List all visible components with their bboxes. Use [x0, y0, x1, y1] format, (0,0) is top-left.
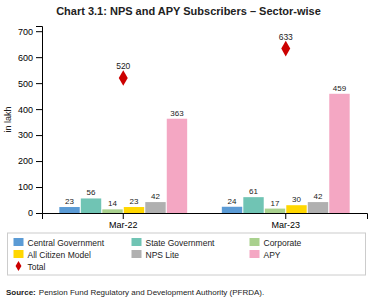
legend-item: Corporate: [250, 238, 302, 248]
legend-swatch: [132, 238, 142, 246]
tick-mark: [36, 135, 42, 136]
tick-label: 700: [18, 27, 33, 37]
data-label: 23: [130, 197, 139, 206]
tick: 0: [28, 208, 42, 218]
chart: Chart 3.1: NPS and APY Subscribers – Sec…: [0, 0, 377, 301]
legend-item: Central Government: [14, 238, 105, 248]
legend-item: Total: [16, 261, 46, 272]
bar: [102, 209, 122, 213]
tick-label: 300: [18, 130, 33, 140]
legend-swatch: [14, 250, 24, 258]
source: Source:Pension Fund Regulatory and Devel…: [6, 288, 264, 297]
data-label: 363: [170, 109, 184, 118]
data-label: 520: [116, 61, 130, 71]
y-axis: 0 100 200 300 400 500 600 700: [18, 27, 43, 219]
data-label: 30: [292, 195, 301, 204]
bar: [308, 202, 328, 213]
data-label: 17: [271, 199, 280, 208]
legend-item: State Government: [132, 238, 216, 248]
data-label: 633: [279, 32, 293, 42]
y-axis-title: in lakh: [3, 106, 13, 132]
legend: Central Government State Government Corpor…: [8, 233, 366, 275]
title: Chart 3.1: NPS and APY Subscribers – Sec…: [56, 5, 321, 17]
tick-label: 200: [18, 156, 33, 166]
legend-label: Total: [28, 262, 46, 272]
data-label: 42: [151, 192, 160, 201]
data-label: 56: [87, 188, 96, 197]
bar: [59, 207, 79, 213]
tick: Mar-23: [271, 213, 300, 230]
tick: 200: [18, 156, 42, 166]
legend-symbol: [16, 261, 22, 271]
tick-label: Mar-23: [271, 220, 300, 230]
legend-swatch: [250, 238, 260, 246]
legend-label: NPS Lite: [146, 250, 180, 260]
bar: [265, 209, 285, 213]
tick-label: 500: [18, 79, 33, 89]
legend-frame: [8, 233, 366, 275]
tick-mark: [36, 213, 42, 214]
x-axis: Mar-22 Mar-23: [43, 213, 368, 230]
tick: 700: [18, 27, 42, 37]
tick: 300: [18, 130, 42, 140]
legend-swatch: [14, 238, 24, 246]
bar: [329, 94, 349, 213]
tick: 600: [18, 53, 42, 63]
tick: 500: [18, 79, 42, 89]
tick-label: 0: [28, 208, 33, 218]
data-labels: 23 24 56 61 14 17 23 30 42 42 363 459 520 633: [65, 32, 347, 209]
legend-label: All Citizen Model: [28, 250, 91, 260]
axis-line: [36, 27, 43, 214]
bar: [286, 205, 306, 213]
bar: [145, 202, 165, 213]
axis-line: [43, 214, 368, 220]
tick-mark: [36, 187, 42, 188]
data-label: 14: [108, 199, 117, 208]
tick-mark: [36, 57, 42, 58]
marks: [59, 41, 349, 213]
tick: 400: [18, 104, 42, 114]
legend-label: State Government: [146, 238, 216, 248]
legend-item: APY: [250, 250, 281, 260]
legend-label: Central Government: [28, 238, 105, 248]
tick-mark: [285, 213, 286, 219]
data-label: 23: [65, 197, 74, 206]
tick: Mar-22: [109, 213, 138, 230]
data-label: 61: [249, 187, 258, 196]
legend-swatch: [250, 250, 260, 258]
plot: 0 100 200 300 400 500 600 700 Mar-22 Mar-23 23 24 56…: [18, 27, 368, 231]
legend-item: All Citizen Model: [14, 250, 91, 260]
data-label: 459: [333, 84, 347, 93]
tick-mark: [36, 83, 42, 84]
tick-label: Mar-22: [109, 220, 138, 230]
legend-label: Corporate: [264, 238, 302, 248]
tick: 100: [18, 182, 42, 192]
legend-label: APY: [264, 250, 281, 260]
legend-item: NPS Lite: [132, 250, 180, 260]
tick-mark: [36, 31, 42, 32]
tick-mark: [36, 109, 42, 110]
bar: [167, 119, 187, 213]
tick-label: 400: [18, 104, 33, 114]
bar: [222, 207, 242, 213]
tick-label: 100: [18, 182, 33, 192]
point: [281, 41, 290, 57]
tick-label: 600: [18, 53, 33, 63]
bar: [81, 198, 101, 213]
data-label: 42: [314, 192, 323, 201]
tick-mark: [36, 161, 42, 162]
bar: [124, 207, 144, 213]
source-text: Pension Fund Regulatory and Development …: [39, 288, 264, 297]
data-label: 24: [228, 197, 237, 206]
tick-mark: [123, 213, 124, 219]
point: [119, 70, 128, 86]
bar: [243, 197, 263, 213]
legend-swatch: [132, 250, 142, 258]
source-text: Source:: [6, 288, 36, 297]
